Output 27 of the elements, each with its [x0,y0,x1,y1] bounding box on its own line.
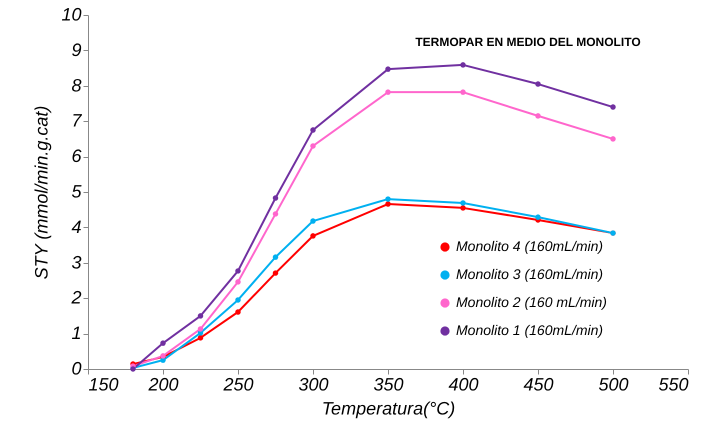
x-tick-label: 250 [222,374,254,394]
x-tick-label: 300 [298,374,329,394]
legend-label: Monolito 2 (160 mL/min) [456,294,607,310]
y-tick-label: 9 [71,40,82,60]
legend-label: Monolito 4 (160mL/min) [456,238,604,254]
y-tick-label: 4 [71,216,82,237]
x-tick-label: 200 [147,374,179,394]
x-tick-label: 550 [658,374,688,394]
y-tick-label: 8 [71,75,82,96]
y-tick-label: 3 [71,252,82,272]
y-tick-label: 7 [71,110,82,131]
y-tick-label: 10 [61,4,82,24]
y-tick-label: 0 [71,358,82,378]
x-tick-label: 400 [448,374,479,394]
x-axis-title: Temperatura(°C) [322,398,456,418]
y-tick-label: 6 [71,146,82,166]
y-tick-label: 1 [71,323,82,344]
x-tick-label: 450 [523,374,554,394]
y-tick-label: 5 [71,182,82,202]
y-axis-title: STY (mmol/min.g.cat) [31,106,52,280]
legend-label: Monolito 3 (160mL/min) [456,266,604,282]
legend-label: Monolito 1 (160mL/min) [456,322,604,338]
annotation: TERMOPAR EN MEDIO DEL MONOLITO [415,35,641,49]
x-tick-label: 350 [373,374,404,394]
x-tick-label: 500 [598,374,629,394]
y-tick-label: 2 [70,288,82,308]
x-tick-label: 150 [88,374,119,394]
